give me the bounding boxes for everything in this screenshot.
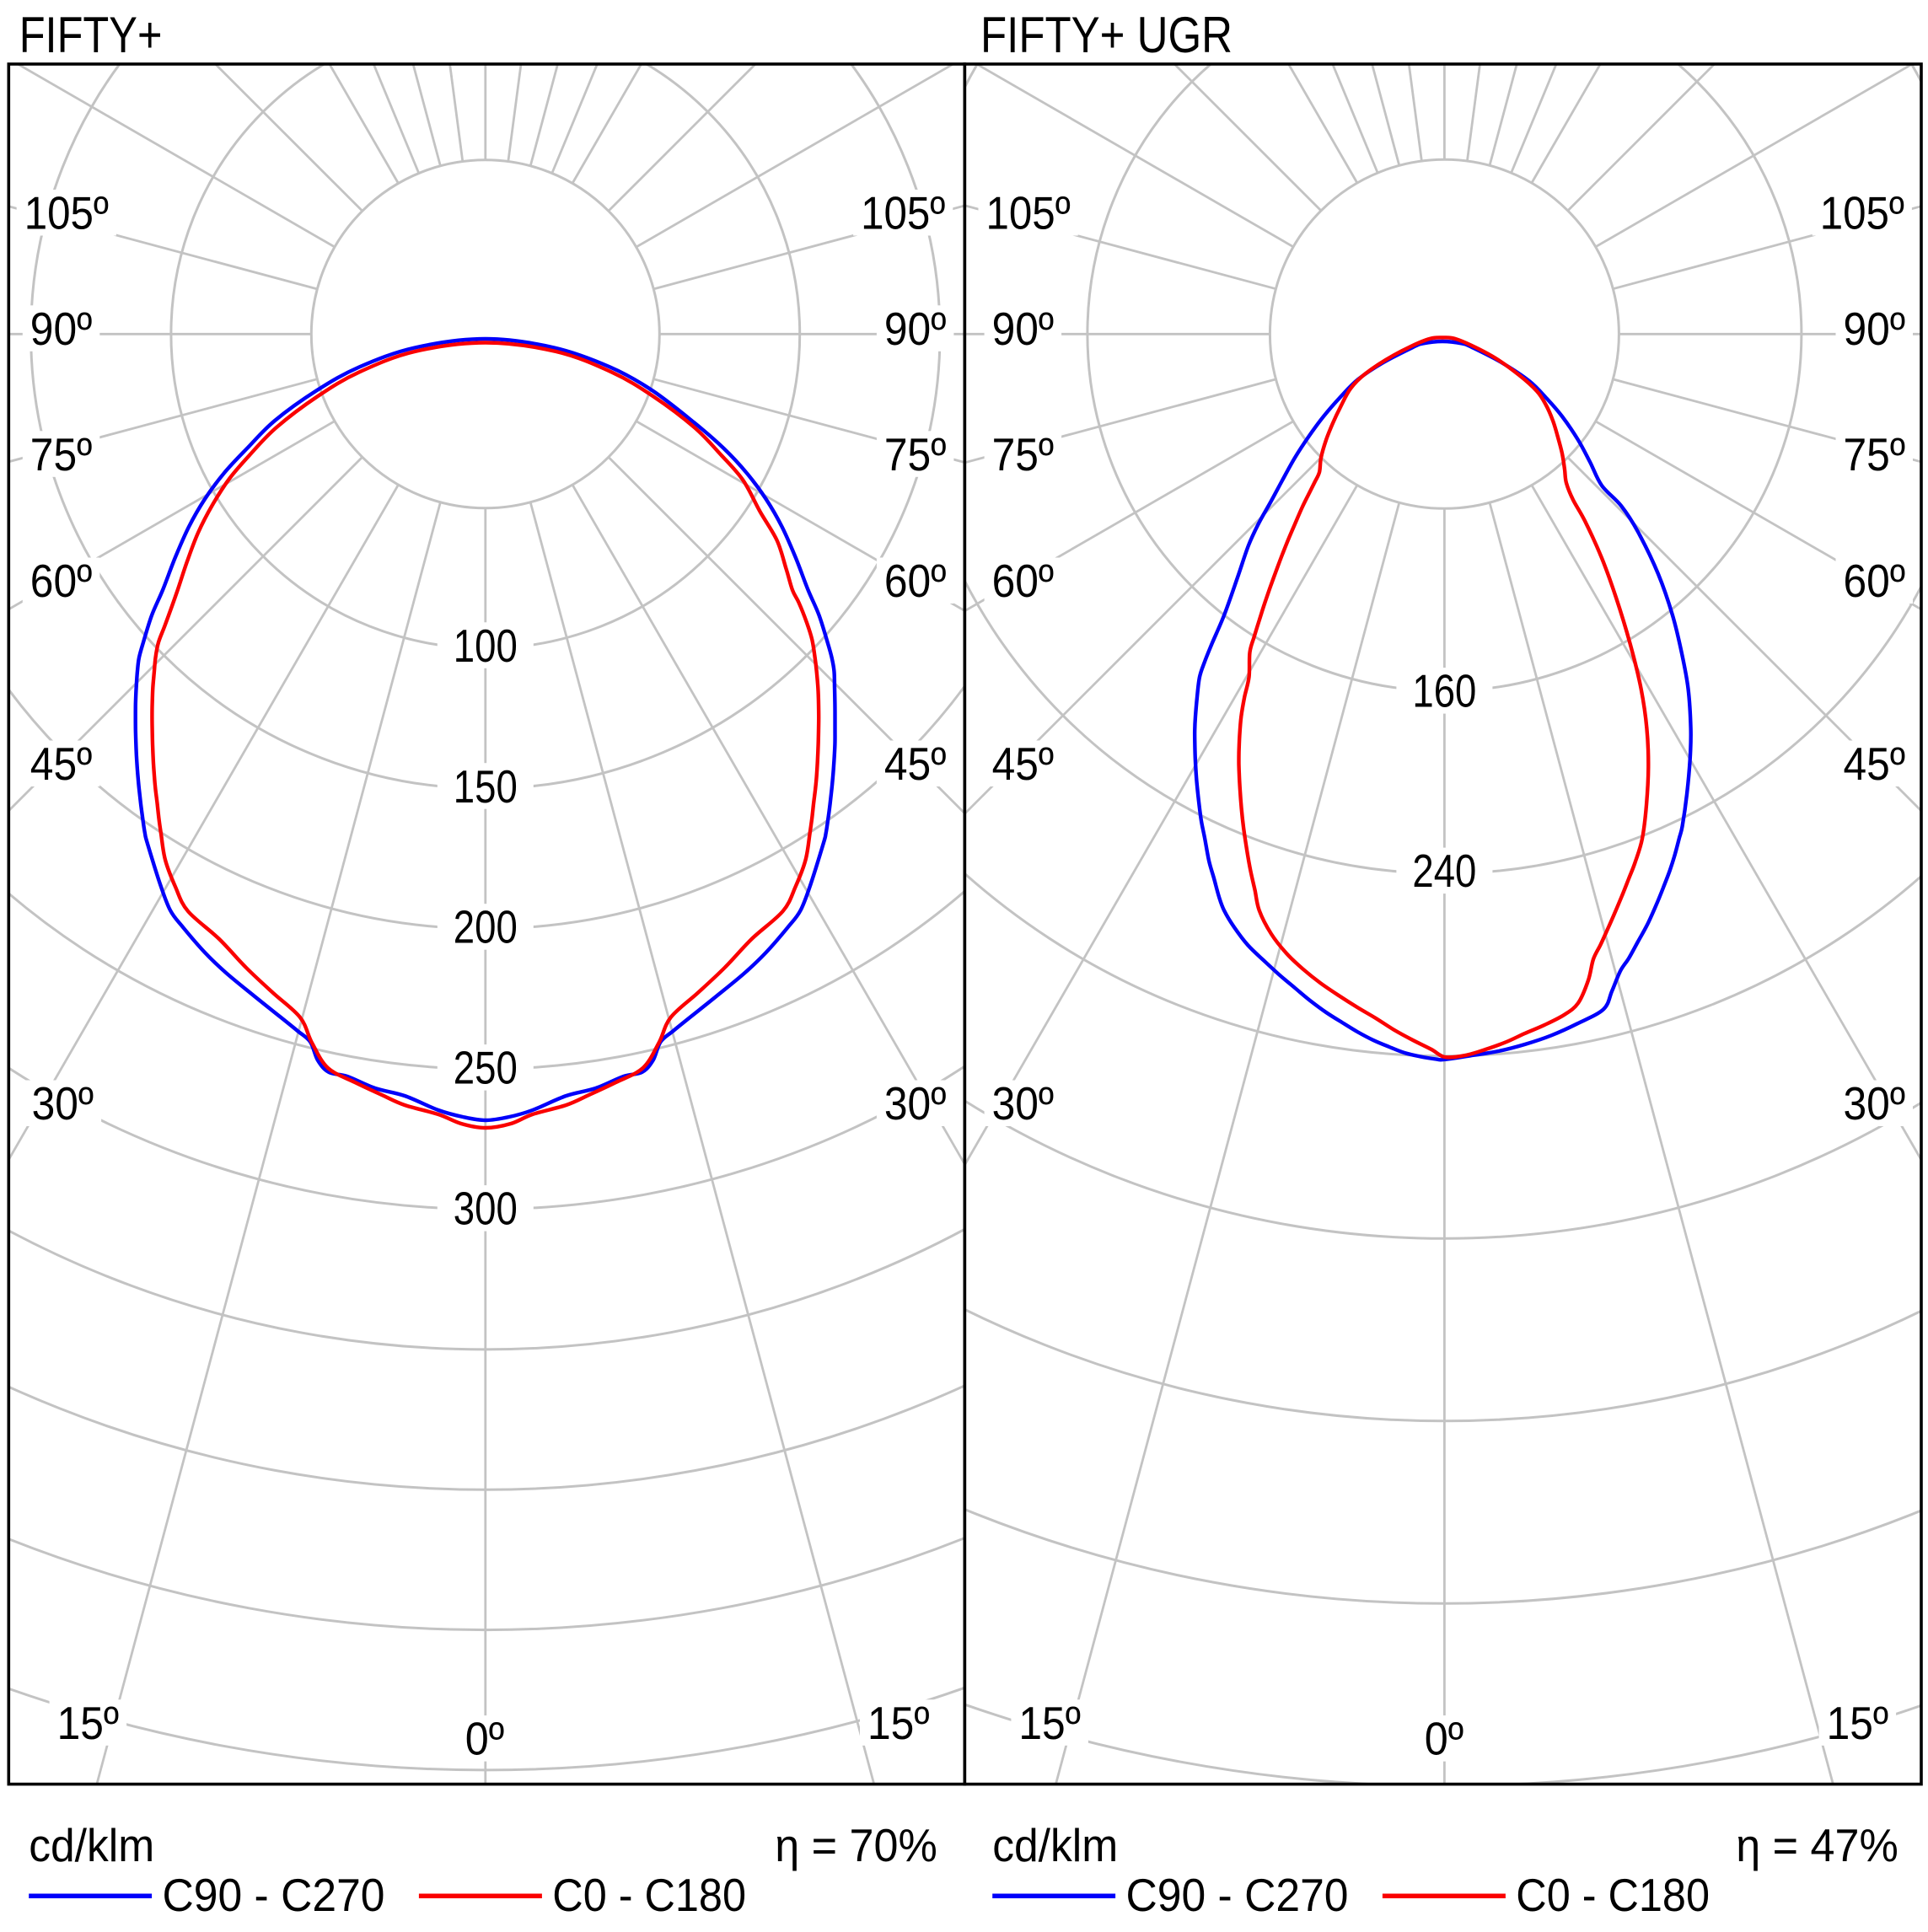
svg-text:240: 240 bbox=[1412, 845, 1476, 897]
svg-text:250: 250 bbox=[454, 1042, 518, 1094]
svg-text:15º: 15º bbox=[1018, 1697, 1081, 1749]
svg-text:45º: 45º bbox=[884, 738, 947, 790]
svg-text:C0 - C180: C0 - C180 bbox=[1516, 1869, 1710, 1921]
svg-text:105º: 105º bbox=[986, 187, 1071, 239]
svg-text:150: 150 bbox=[454, 760, 518, 813]
svg-text:15º: 15º bbox=[1827, 1697, 1889, 1749]
svg-text:FIFTY+ UGR: FIFTY+ UGR bbox=[980, 6, 1233, 63]
svg-text:45º: 45º bbox=[30, 738, 93, 790]
svg-text:15º: 15º bbox=[57, 1697, 120, 1749]
svg-text:60º: 60º bbox=[1844, 555, 1906, 607]
svg-text:105º: 105º bbox=[861, 187, 945, 239]
svg-text:200: 200 bbox=[454, 901, 518, 953]
svg-text:90º: 90º bbox=[992, 303, 1055, 355]
svg-text:cd/klm: cd/klm bbox=[992, 1819, 1118, 1871]
svg-text:C0 - C180: C0 - C180 bbox=[552, 1869, 746, 1921]
svg-text:C90 - C270: C90 - C270 bbox=[163, 1869, 385, 1921]
svg-text:300: 300 bbox=[454, 1183, 518, 1235]
svg-text:105º: 105º bbox=[24, 187, 109, 239]
svg-text:30º: 30º bbox=[32, 1077, 94, 1130]
svg-text:45º: 45º bbox=[992, 738, 1055, 790]
svg-text:15º: 15º bbox=[867, 1697, 930, 1749]
svg-text:60º: 60º bbox=[992, 555, 1055, 607]
svg-text:75º: 75º bbox=[30, 428, 93, 480]
svg-text:FIFTY+: FIFTY+ bbox=[19, 6, 163, 63]
svg-text:η = 47%: η = 47% bbox=[1736, 1819, 1898, 1871]
svg-text:75º: 75º bbox=[1844, 428, 1906, 480]
svg-text:30º: 30º bbox=[992, 1077, 1055, 1130]
svg-text:C90 - C270: C90 - C270 bbox=[1126, 1869, 1349, 1921]
svg-text:45º: 45º bbox=[1844, 738, 1906, 790]
svg-text:90º: 90º bbox=[884, 303, 947, 355]
svg-text:75º: 75º bbox=[884, 428, 947, 480]
svg-text:105º: 105º bbox=[1820, 187, 1904, 239]
svg-text:160: 160 bbox=[1412, 665, 1476, 717]
svg-text:100: 100 bbox=[454, 620, 518, 672]
svg-text:90º: 90º bbox=[1844, 303, 1906, 355]
svg-text:η = 70%: η = 70% bbox=[775, 1819, 937, 1871]
svg-text:60º: 60º bbox=[884, 555, 947, 607]
svg-text:0º: 0º bbox=[1425, 1713, 1463, 1765]
svg-text:0º: 0º bbox=[465, 1713, 504, 1765]
svg-text:60º: 60º bbox=[30, 555, 93, 607]
svg-text:cd/klm: cd/klm bbox=[29, 1819, 154, 1871]
svg-text:30º: 30º bbox=[884, 1077, 947, 1130]
svg-text:90º: 90º bbox=[30, 303, 93, 355]
svg-text:75º: 75º bbox=[992, 428, 1055, 480]
svg-text:30º: 30º bbox=[1844, 1077, 1906, 1130]
